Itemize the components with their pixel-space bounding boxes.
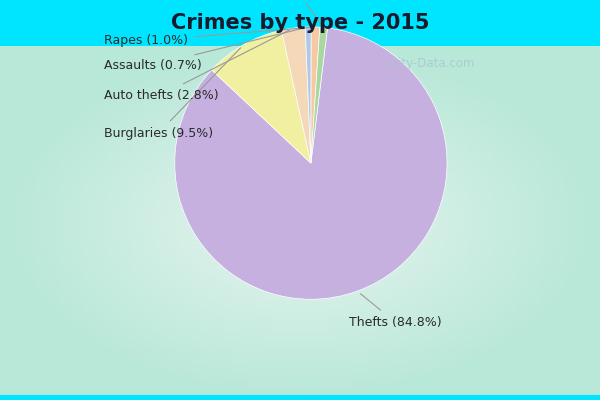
Wedge shape xyxy=(175,28,447,299)
Wedge shape xyxy=(212,30,311,163)
Text: Crimes by type - 2015: Crimes by type - 2015 xyxy=(171,13,429,33)
Wedge shape xyxy=(311,27,320,163)
Text: Robberies (0.9%): Robberies (0.9%) xyxy=(243,0,350,24)
Wedge shape xyxy=(311,27,328,163)
Text: Auto thefts (2.8%): Auto thefts (2.8%) xyxy=(104,30,290,102)
Text: Burglaries (9.5%): Burglaries (9.5%) xyxy=(104,48,241,140)
Text: Assaults (0.7%): Assaults (0.7%) xyxy=(104,28,304,72)
Text: ⓘ City-Data.com: ⓘ City-Data.com xyxy=(379,57,474,70)
Wedge shape xyxy=(305,27,311,163)
Wedge shape xyxy=(281,27,311,163)
Text: Thefts (84.8%): Thefts (84.8%) xyxy=(349,294,442,328)
Text: Rapes (1.0%): Rapes (1.0%) xyxy=(104,27,311,47)
